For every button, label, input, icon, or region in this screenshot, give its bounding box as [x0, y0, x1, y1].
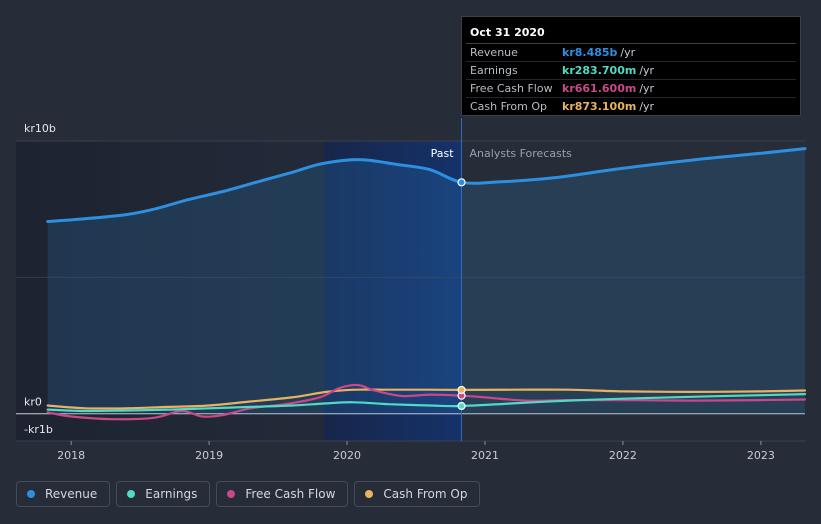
tooltip-row-cash-from-op: Cash From Op kr873.100m /yr: [466, 98, 796, 115]
legend-dot-icon: [127, 490, 136, 498]
tooltip-unit: /yr: [639, 100, 655, 113]
chart-legend: Revenue Earnings Free Cash Flow Cash Fro…: [16, 481, 481, 507]
y-tick-label: kr10b: [24, 122, 56, 135]
tooltip-value: kr661.600m: [562, 82, 637, 95]
legend-item-earnings[interactable]: Earnings: [116, 481, 211, 507]
x-tick-label: 2023: [747, 449, 775, 462]
revenue-area: [47, 148, 805, 414]
y-tick-label: -kr1b: [24, 423, 53, 436]
x-tick-label: 2022: [609, 449, 637, 462]
legend-item-cash-from-op[interactable]: Cash From Op: [354, 481, 481, 507]
legend-label: Cash From Op: [383, 487, 468, 501]
tooltip-row-free-cash-flow: Free Cash Flow kr661.600m /yr: [466, 80, 796, 98]
marker-revenue: [457, 178, 466, 187]
y-tick-label: kr0: [24, 396, 42, 409]
legend-label: Earnings: [145, 487, 198, 501]
x-tick-label: 2018: [57, 449, 85, 462]
legend-item-free-cash-flow[interactable]: Free Cash Flow: [216, 481, 349, 507]
legend-dot-icon: [227, 490, 236, 498]
tooltip-unit: /yr: [620, 46, 636, 59]
tooltip-unit: /yr: [639, 82, 655, 95]
tooltip-value: kr873.100m: [562, 100, 637, 113]
forecast-label: Analysts Forecasts: [470, 147, 573, 160]
x-tick-label: 2019: [195, 449, 223, 462]
legend-dot-icon: [365, 490, 374, 498]
series-line-revenue: [46, 147, 807, 223]
tooltip-value: kr283.700m: [562, 64, 637, 77]
x-tick-label: 2021: [471, 449, 499, 462]
tooltip-unit: /yr: [639, 64, 655, 77]
x-tick-label: 2020: [333, 449, 361, 462]
tooltip-label: Free Cash Flow: [470, 82, 553, 95]
legend-item-revenue[interactable]: Revenue: [16, 481, 111, 507]
tooltip-value: kr8.485b: [562, 46, 618, 59]
tooltip-label: Earnings: [470, 64, 518, 77]
legend-label: Free Cash Flow: [245, 487, 336, 501]
tooltip-date: Oct 31 2020: [466, 17, 796, 44]
marker-cash-from-op: [457, 385, 466, 395]
tooltip-row-earnings: Earnings kr283.700m /yr: [466, 62, 796, 80]
tooltip-label: Revenue: [470, 46, 518, 59]
chart-tooltip: Oct 31 2020 Revenue kr8.485b /yr Earning…: [461, 16, 801, 116]
series-line-earnings: [46, 393, 807, 413]
marker-earnings: [457, 401, 466, 411]
legend-dot-icon: [27, 490, 35, 498]
tooltip-row-revenue: Revenue kr8.485b /yr: [466, 44, 796, 62]
tooltip-label: Cash From Op: [470, 100, 548, 113]
past-label: Past: [431, 147, 455, 160]
legend-label: Revenue: [45, 487, 98, 501]
